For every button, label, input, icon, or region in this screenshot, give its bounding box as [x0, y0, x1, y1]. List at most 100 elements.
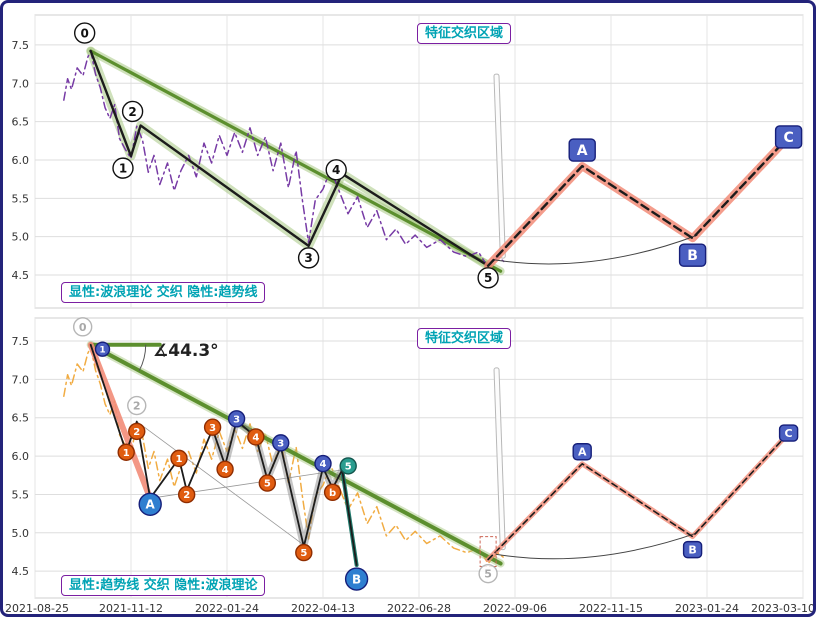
wave-marker-2 — [128, 422, 146, 441]
wave-marker-label-B: B — [688, 544, 696, 557]
y-tick-label: 6.0 — [12, 154, 30, 167]
wave-marker-label-3: 3 — [277, 438, 284, 449]
wave-marker-4 — [325, 159, 347, 181]
feature-zone-band — [493, 73, 506, 259]
wave-marker-5 — [258, 474, 277, 492]
x-tick-label: 2022-01-24 — [195, 602, 259, 615]
wave-marker-2 — [177, 485, 196, 504]
wave-marker-label-b: b — [329, 488, 336, 499]
wave-marker-label-3: 3 — [304, 251, 312, 265]
wave-marker-label-B: B — [687, 248, 698, 264]
wave-marker-label-4: 4 — [222, 465, 229, 476]
angle-arc — [138, 344, 147, 371]
wave-marker-3 — [203, 418, 222, 436]
wave-marker-4 — [247, 428, 265, 446]
wave-marker-2 — [121, 100, 144, 123]
wave-marker-label-B: B — [352, 572, 361, 586]
chart-canvas: 7.5 7.0 6.5 6.0 5.5 5.0 4.5 0 1 2 3 4 5 A B C 7.5 7.0 6.5 6… — [5, 14, 815, 615]
wave-marker-4 — [314, 454, 332, 473]
abc-glow — [485, 430, 792, 563]
feature-zone-band — [493, 367, 506, 551]
y-tick-label: 7.5 — [12, 335, 30, 348]
y-tick-label: 5.0 — [12, 231, 30, 244]
wave-marker-1 — [117, 443, 135, 461]
wave-marker-1 — [170, 449, 188, 468]
y-tick-label: 5.0 — [12, 527, 30, 540]
wave-marker-5 — [478, 563, 498, 584]
wave-marker-0 — [72, 317, 93, 337]
channel-line-2 — [136, 421, 305, 546]
wave-marker-label-1: 1 — [176, 454, 183, 465]
wave-marker-label-5: 5 — [264, 479, 271, 490]
wave-marker-2 — [127, 395, 147, 416]
trend-line — [89, 49, 503, 273]
legend-label-top: 显性:波浪理论 交织 隐性:趋势线 — [61, 282, 266, 303]
y-tick-label: 6.5 — [12, 412, 30, 425]
wave-marker-A — [568, 138, 596, 162]
y-tick-label: 4.5 — [12, 269, 30, 282]
abc-wave — [487, 432, 790, 561]
wave-marker-5 — [477, 267, 499, 289]
y-tick-label: 6.0 — [12, 450, 30, 463]
cycle-arc — [493, 234, 698, 265]
price-line — [63, 50, 507, 269]
wave-marker-A — [572, 443, 592, 461]
wave-marker-label-2: 2 — [133, 400, 141, 413]
wave-marker-label-5: 5 — [300, 548, 307, 559]
wave-marker-label-2: 2 — [183, 490, 190, 501]
wave-marker-label-C: C — [783, 130, 793, 146]
wave-marker-1 — [94, 341, 111, 357]
wave-marker-C — [778, 424, 799, 442]
wave-marker-0 — [73, 22, 96, 44]
legend-label-bottom: 显性:趋势线 交织 隐性:波浪理论 — [61, 575, 266, 596]
wave-marker-label-1: 1 — [123, 448, 130, 459]
y-tick-label: 7.0 — [12, 373, 30, 386]
cycle-arc — [495, 532, 698, 560]
x-tick-label: 2023-01-24 — [675, 602, 739, 615]
wave-marker-b — [323, 483, 342, 502]
wave-marker-3 — [227, 410, 246, 428]
wave-marker-B — [682, 540, 703, 559]
wave-marker-label-0: 0 — [81, 26, 89, 40]
x-tick-label: 2021-11-12 — [99, 602, 163, 615]
wave-marker-label-1: 1 — [99, 345, 105, 355]
y-tick-label: 5.5 — [12, 488, 30, 501]
wave-marker-A — [138, 492, 162, 516]
wave-marker-B — [678, 243, 707, 267]
abc-wave — [486, 135, 790, 267]
wave-marker-label-3: 3 — [233, 414, 240, 425]
x-tick-label: 2023-03-10 — [751, 602, 815, 615]
wave-marker-label-4: 4 — [320, 459, 327, 470]
y-tick-label: 4.5 — [12, 565, 30, 578]
x-tick-label: 2022-09-06 — [483, 602, 547, 615]
trend-line — [88, 342, 503, 566]
wave-marker-5 — [295, 543, 313, 562]
wave-marker-label-C: C — [785, 427, 793, 440]
price-line — [63, 346, 507, 565]
impulse-wave — [89, 49, 490, 267]
wave-marker-5 — [339, 457, 357, 475]
wave-marker-label-A: A — [146, 498, 156, 512]
wave-marker-label-5: 5 — [345, 461, 352, 472]
wave-marker-label-4: 4 — [332, 163, 340, 177]
abc-glow — [484, 133, 793, 270]
wave-marker-4 — [216, 460, 234, 478]
y-tick-label: 7.5 — [12, 39, 30, 52]
y-tick-label: 5.5 — [12, 192, 30, 205]
wave-marker-label-0: 0 — [79, 321, 87, 334]
highlight-box — [479, 536, 497, 568]
y-tick-label: 7.0 — [12, 77, 30, 90]
wave-marker-3 — [297, 247, 320, 269]
wave-marker-label-5: 5 — [484, 271, 492, 285]
wave-marker-label-2: 2 — [128, 105, 136, 119]
x-tick-label: 2022-04-13 — [291, 602, 355, 615]
x-tick-label: 2021-08-25 — [5, 602, 69, 615]
wave-marker-label-4: 4 — [252, 433, 259, 444]
y-tick-label: 6.5 — [12, 116, 30, 129]
wave-marker-1 — [112, 157, 134, 179]
wave-marker-3 — [272, 434, 290, 452]
angle-annotation: ∡44.3° — [153, 341, 219, 361]
wave-marker-C — [774, 125, 803, 149]
feature-zone-label-top: 特征交织区域 — [417, 23, 512, 44]
